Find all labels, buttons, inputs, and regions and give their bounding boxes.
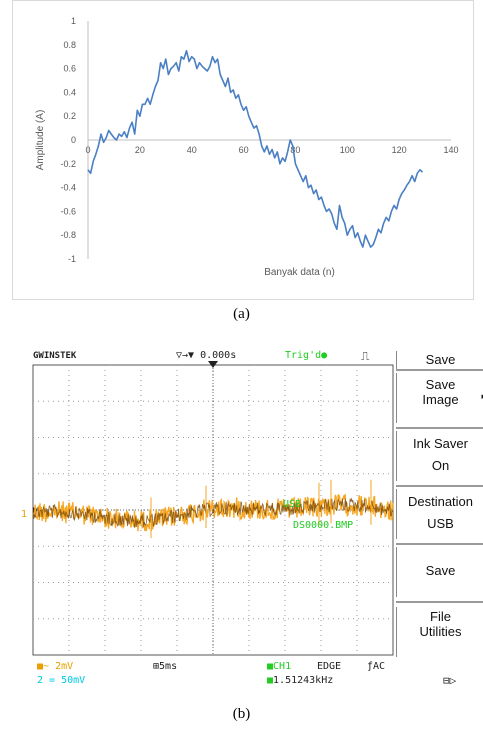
frequency-readout: ■1.51243kHz <box>267 675 333 686</box>
arrow-icons: ▽→▼ <box>176 350 201 361</box>
brand-label: GWINSTEK <box>33 351 77 361</box>
y-axis-label: Amplitude (A) <box>35 110 46 171</box>
menu-divider <box>396 427 483 429</box>
usb-device-icon: ⊟▷ <box>443 674 457 687</box>
destination-button[interactable]: Destination USB <box>396 489 483 539</box>
destination-label: Destination <box>407 494 474 509</box>
menu-divider <box>396 601 483 603</box>
freq-icon: ■ <box>267 675 274 686</box>
oscilloscope-display <box>32 361 394 656</box>
caption-b: (b) <box>232 706 251 722</box>
y-tick-label: -0.4 <box>60 183 76 193</box>
destination-value: USB <box>427 516 454 531</box>
trigger-position-icon <box>208 361 218 368</box>
y-tick-label: 0.4 <box>63 87 76 97</box>
edge-slope-icon: ƒ <box>367 661 374 672</box>
trig-source-value: CH1 <box>273 661 292 672</box>
menu-divider <box>396 543 483 545</box>
ink-saver-label: Ink Saver <box>413 436 468 451</box>
trig-coupling-value: AC <box>373 661 386 672</box>
trigger-type: EDGE <box>317 661 342 672</box>
ch1-badge-icon: ■ <box>37 661 44 672</box>
file-utilities-line1: File <box>430 609 451 624</box>
chart-a-svg: -1 -0.8 -0.6 -0.4 -0.2 0 0.2 0.4 0.6 0.8 1 0 20 40 60 8… <box>35 16 459 278</box>
save-label: Save <box>425 563 456 578</box>
save-button[interactable]: Save <box>396 547 483 597</box>
x-axis-label: Banyak data (n) <box>264 267 335 278</box>
ch2-badge-icon: 2 <box>37 675 50 686</box>
x-tick-label: 80 <box>290 145 300 155</box>
frequency-value: 1.51243kHz <box>273 675 334 686</box>
y-tick-label: 0 <box>71 135 76 145</box>
y-tick-label: -0.2 <box>60 159 76 169</box>
save-image-button[interactable]: Save Image ▸ <box>396 373 483 423</box>
y-tick-label: -1 <box>68 254 76 264</box>
trigger-coupling: ƒAC <box>367 661 385 672</box>
x-tick-label: 100 <box>340 145 355 155</box>
submenu-arrow-icon: ▸ <box>481 391 483 402</box>
ch2-scale-value: = 50mV <box>49 675 86 686</box>
trig-source-icon: ■ <box>267 661 274 672</box>
ink-saver-value: On <box>431 458 450 473</box>
menu-divider <box>396 485 483 487</box>
timebase-value: 5ms <box>159 661 178 672</box>
chart-a-container: -1 -0.8 -0.6 -0.4 -0.2 0 0.2 0.4 0.6 0.8 1 0 20 40 60 8… <box>12 0 474 300</box>
file-utilities-button[interactable]: File Utilities <box>396 607 483 657</box>
y-tick-label: 1 <box>71 16 76 26</box>
time-offset-readout: ▽→▼ 0.000s <box>176 350 236 361</box>
menu-divider <box>396 369 483 371</box>
ch2-scale: 2 = 50mV <box>37 675 85 686</box>
x-tick-label: 0 <box>85 145 90 155</box>
oscilloscope-screen: GWINSTEK ▽→▼ 0.000s Trig'd● ⎍ USB DS0000… <box>21 349 483 694</box>
x-tick-label: 40 <box>187 145 197 155</box>
trigger-source: ■CH1 <box>267 661 291 672</box>
y-tick-label: 0.6 <box>63 64 76 74</box>
x-tick-label: 140 <box>443 145 458 155</box>
y-tick-label: -0.8 <box>60 230 76 240</box>
ch1-ground-marker: 1 <box>21 509 28 520</box>
x-tick-label: 120 <box>392 145 407 155</box>
timebase: ⊞5ms <box>153 661 177 672</box>
menu-title-label: Save <box>425 352 456 367</box>
timebase-icon: ⊞ <box>153 661 160 672</box>
time-offset-value: 0.000s <box>200 350 237 361</box>
trigger-status: Trig'd● <box>285 350 327 361</box>
x-tick-label: 20 <box>135 145 145 155</box>
trigger-status-text: Trig'd <box>285 350 322 361</box>
ch1-scale-value: ~ 2mV <box>43 661 74 672</box>
menu-title: Save <box>396 351 483 369</box>
y-tick-label: 0.8 <box>63 40 76 50</box>
y-tick-label: 0.2 <box>63 111 76 121</box>
trigger-dot-icon: ● <box>321 350 328 361</box>
ch1-scale: ■~ 2mV <box>37 661 73 672</box>
caption-a: (a) <box>233 306 250 322</box>
usb-filename: DS0000.BMP <box>293 520 354 531</box>
ink-saver-button[interactable]: Ink Saver On <box>396 431 483 481</box>
series-line <box>87 49 424 248</box>
pulse-icon: ⎍ <box>361 349 370 363</box>
ch1-trace-noise <box>32 497 394 528</box>
save-image-line2: Image <box>422 392 459 407</box>
y-tick-label: -0.6 <box>60 206 76 216</box>
file-utilities-line2: Utilities <box>419 624 462 639</box>
x-tick-label: 60 <box>239 145 249 155</box>
save-image-line1: Save <box>425 377 456 392</box>
usb-label: USB <box>283 499 302 510</box>
